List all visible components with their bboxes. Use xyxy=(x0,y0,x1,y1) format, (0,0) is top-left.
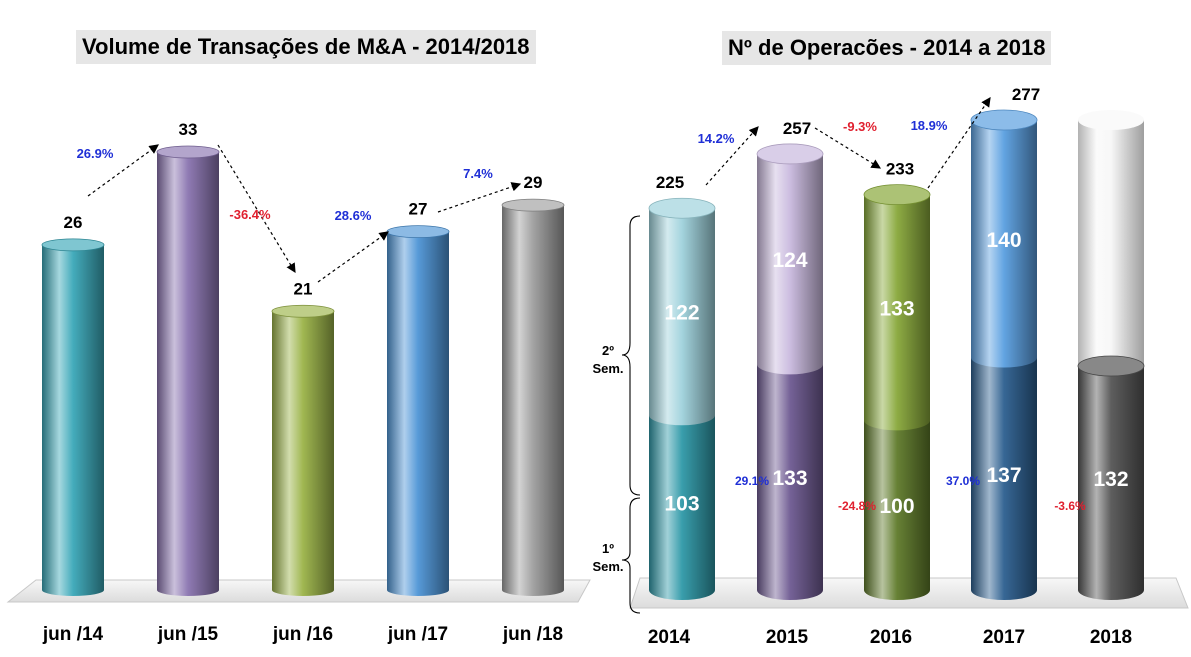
chart2-bar-top xyxy=(648,197,716,219)
chart2-category-label: 2018 xyxy=(1090,627,1132,648)
chart1-bar-body xyxy=(387,231,449,597)
chart1-category-label: jun /16 xyxy=(272,624,333,645)
chart1-category-label: jun /17 xyxy=(387,624,448,645)
chart2-change-arrow xyxy=(814,127,882,169)
sem2-label-line1: 2º xyxy=(602,343,614,358)
chart2-bar-sem2-segment xyxy=(864,194,930,431)
chart2-total-label: 257 xyxy=(783,119,811,138)
chart2-bar-empty-segment xyxy=(1078,120,1144,367)
chart2-total-label: 225 xyxy=(656,173,684,192)
sem1-label-line2: Sem. xyxy=(592,559,623,574)
chart2-sem2-value: 124 xyxy=(772,249,807,272)
chart2-bar-sem1-segment xyxy=(757,364,823,600)
chart1-bar-jun14 xyxy=(41,238,105,596)
chart1-bar-body xyxy=(42,244,104,596)
chart2-bar-sem1-segment xyxy=(864,420,930,600)
chart2-sem2-value: 122 xyxy=(664,302,699,325)
chart2-bar-empty-top xyxy=(1078,110,1144,130)
chart2-bar-sem1-segment xyxy=(971,357,1037,600)
chart2-bar-sem2-segment xyxy=(649,208,715,426)
chart2-total-change-label: 14.2% xyxy=(698,131,735,146)
chart2-sem2-value: 140 xyxy=(986,229,1021,252)
chart1-change-arrow xyxy=(317,231,389,283)
chart2-sem1-change-label: -3.6% xyxy=(1054,499,1086,513)
chart2-bar-2018 xyxy=(1077,110,1145,600)
chart1-change-label: 26.9% xyxy=(77,146,114,161)
chart2-bar-sem1-segment xyxy=(649,415,715,600)
chart2-bar-sem2-segment xyxy=(757,153,823,375)
chart2-sem1-value: 100 xyxy=(879,495,914,518)
chart2-change-arrow xyxy=(705,126,759,186)
chart1-bar-jun17 xyxy=(386,225,450,597)
chart2-bar-sem2-segment xyxy=(971,120,1037,368)
chart2-sem1-value: 103 xyxy=(664,493,699,516)
chart1-bar-body xyxy=(272,311,334,596)
chart2-bar-2016 xyxy=(863,184,931,600)
chart2-bar-top xyxy=(970,109,1038,131)
chart2-bar-sem1-segment xyxy=(1078,366,1144,600)
chart1-change-arrow xyxy=(87,144,159,197)
chart1-category-label: jun /14 xyxy=(42,624,104,645)
chart2-bar-top xyxy=(756,143,824,165)
chart1-change-label: -36.4% xyxy=(229,207,271,222)
chart1-bar-jun15 xyxy=(156,145,220,596)
chart1-value-label: 33 xyxy=(179,120,198,139)
chart1-bar-top xyxy=(41,238,105,252)
chart2-total-label: 277 xyxy=(1012,85,1040,104)
chart2-sem1-change-label: 37.0% xyxy=(946,474,980,488)
chart1-category-label: jun /18 xyxy=(502,624,563,645)
chart2-sem1-change-label: 29.1% xyxy=(735,474,769,488)
chart2-category-label: 2014 xyxy=(648,627,691,648)
chart2-total-label: 233 xyxy=(886,160,914,179)
sem1-label-line1: 1º xyxy=(602,541,614,556)
chart1-bar-body xyxy=(502,205,564,596)
chart1-canvas: 26 jun /14 33 jun /15 21 jun /16 27 jun /17 29 ju… xyxy=(6,120,591,645)
chart1-value-label: 29 xyxy=(524,173,543,192)
sem2-bracket xyxy=(621,215,641,496)
chart2-bar-2014 xyxy=(648,197,716,600)
chart2-bar-2015 xyxy=(756,143,824,600)
chart1-value-label: 21 xyxy=(294,279,313,298)
chart1-bar-top xyxy=(501,198,565,212)
chart2-total-change-label: 18.9% xyxy=(911,118,948,133)
chart2-sem2-value: 133 xyxy=(879,297,914,320)
chart2-sem1-change-label: -24.8% xyxy=(838,499,876,513)
chart2-category-label: 2016 xyxy=(870,627,912,648)
chart2-sem1-value: 137 xyxy=(986,464,1021,487)
chart1-change-arrow xyxy=(437,182,522,213)
sem1-bracket xyxy=(621,497,641,614)
chart1-change-label: 28.6% xyxy=(335,208,372,223)
chart1-bar-jun16 xyxy=(271,304,335,596)
chart1-bar-body xyxy=(157,152,219,596)
chart2-title: Nº de Operacões - 2014 a 2018 xyxy=(722,31,1052,65)
chart1-value-label: 27 xyxy=(409,200,428,219)
chart2-category-label: 2015 xyxy=(766,627,809,648)
chart1-category-label: jun /15 xyxy=(157,624,219,645)
chart1-title: Volume de Transações de M&A - 2014/2018 xyxy=(76,30,536,64)
chart2-bar-top xyxy=(863,184,931,206)
chart1-bar-top xyxy=(271,304,335,318)
chart2-total-change-label: -9.3% xyxy=(843,119,877,134)
chart2-sem1-value: 132 xyxy=(1093,468,1128,491)
chart2-bar-top xyxy=(1077,355,1145,377)
chart2-category-label: 2017 xyxy=(983,627,1025,648)
chart1-change-arrow xyxy=(217,144,296,274)
chart1-value-label: 26 xyxy=(64,213,83,232)
chart1-change-label: 7.4% xyxy=(463,166,493,181)
chart2-sem1-value: 133 xyxy=(772,467,807,490)
chart2-bar-2017 xyxy=(970,109,1038,600)
chart2-change-arrow xyxy=(927,97,991,189)
sem2-label-line2: Sem. xyxy=(592,361,623,376)
chart1-bar-jun18 xyxy=(501,198,565,596)
